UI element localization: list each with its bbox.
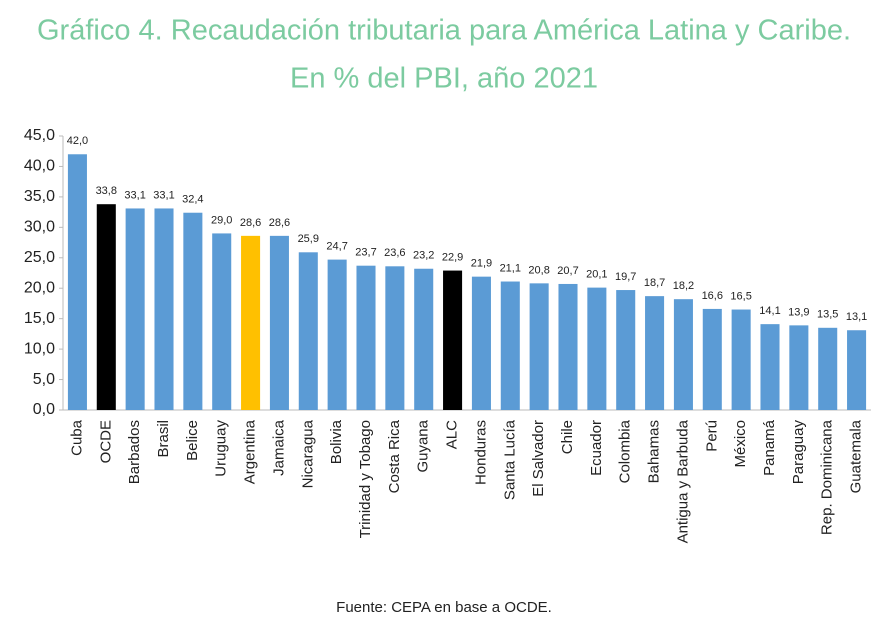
value-label: 22,9 <box>442 251 463 263</box>
value-label: 33,1 <box>153 189 174 201</box>
x-tick-label: Argentina <box>242 419 259 484</box>
x-tick-label: Honduras <box>472 420 489 485</box>
bar <box>558 283 578 410</box>
bar <box>529 283 549 410</box>
x-tick-label: Chile <box>559 420 576 454</box>
x-tick-label: Nicaragua <box>299 419 316 488</box>
x-tick-label: Santa Lucía <box>501 419 518 500</box>
bar <box>731 309 751 410</box>
bar <box>212 233 232 410</box>
x-tick-label: Uruguay <box>213 420 230 477</box>
value-label: 29,0 <box>211 214 232 226</box>
bar <box>500 281 520 410</box>
x-tick-label: Antigua y Barbuda <box>674 419 691 543</box>
value-label: 28,6 <box>240 217 261 229</box>
value-label: 16,5 <box>730 290 751 302</box>
bar <box>471 276 491 410</box>
bar <box>327 259 347 410</box>
x-tick-label: Colombia <box>617 419 634 483</box>
bar <box>587 287 607 410</box>
value-label: 32,4 <box>182 194 203 206</box>
x-tick-label: OCDE <box>97 420 114 463</box>
x-tick-label: Rep. Dominicana <box>819 419 836 535</box>
value-label: 42,0 <box>67 135 88 147</box>
x-tick-label: Bolivia <box>328 419 345 464</box>
value-label: 24,7 <box>326 241 347 253</box>
value-label: 19,7 <box>615 271 636 283</box>
y-tick-label: 30,0 <box>24 219 55 236</box>
x-tick-label: Perú <box>703 420 720 452</box>
value-label: 16,6 <box>702 290 723 302</box>
y-tick-label: 40,0 <box>24 158 55 175</box>
value-label: 23,7 <box>355 247 376 259</box>
value-label: 21,1 <box>500 262 521 274</box>
bar <box>789 325 809 410</box>
bar <box>385 266 405 410</box>
value-label: 21,9 <box>471 258 492 270</box>
chart-title: Gráfico 4. Recaudación tributaria para A… <box>37 15 851 47</box>
value-label: 13,5 <box>817 309 838 321</box>
value-label: 18,2 <box>673 280 694 292</box>
bar <box>125 208 145 410</box>
x-tick-label: Guyana <box>415 419 432 472</box>
value-label: 13,9 <box>788 306 809 318</box>
x-tick-label: Bahamas <box>646 420 663 483</box>
bar <box>818 327 838 410</box>
y-tick-label: 10,0 <box>24 340 55 357</box>
bar <box>645 296 665 410</box>
value-label: 13,1 <box>846 311 867 323</box>
x-tick-label: Costa Rica <box>386 419 403 493</box>
x-tick-label: Belice <box>184 420 201 461</box>
bar <box>760 324 780 410</box>
value-label: 28,6 <box>269 217 290 229</box>
y-tick-label: 0,0 <box>33 401 55 418</box>
x-tick-label: Jamaica <box>270 419 287 476</box>
x-tick-label: Ecuador <box>588 420 605 476</box>
x-tick-label: Guatemala <box>848 419 865 493</box>
bar <box>96 204 116 410</box>
value-label: 23,2 <box>413 250 434 262</box>
x-tick-label: Barbados <box>126 420 143 484</box>
bar <box>702 308 722 410</box>
x-tick-label: ALC <box>444 420 461 449</box>
chart-subtitle: En % del PBI, año 2021 <box>290 63 598 95</box>
value-label: 14,1 <box>759 305 780 317</box>
bar <box>298 252 318 410</box>
y-tick-label: 25,0 <box>24 249 55 266</box>
value-label: 25,9 <box>298 233 319 245</box>
bar <box>356 265 376 410</box>
value-label: 20,8 <box>528 264 549 276</box>
x-tick-label: México <box>732 420 749 468</box>
y-tick-label: 35,0 <box>24 188 55 205</box>
bar <box>673 299 693 410</box>
value-label: 20,1 <box>586 269 607 281</box>
x-tick-label: Brasil <box>155 420 172 458</box>
value-label: 33,8 <box>96 185 117 197</box>
bar <box>616 290 636 410</box>
x-tick-label: Trinidad y Tobago <box>357 420 374 538</box>
source-note: Fuente: CEPA en base a OCDE. <box>336 599 552 616</box>
x-tick-label: Panamá <box>761 419 778 476</box>
bar <box>443 270 463 410</box>
bar <box>154 208 174 410</box>
bar <box>67 154 87 410</box>
bar <box>414 268 434 410</box>
bar <box>847 330 867 410</box>
y-tick-label: 20,0 <box>24 279 55 296</box>
y-tick-label: 45,0 <box>24 127 55 144</box>
y-tick-label: 15,0 <box>24 310 55 327</box>
y-tick-label: 5,0 <box>33 371 55 388</box>
value-label: 23,6 <box>384 247 405 259</box>
bar <box>241 235 261 410</box>
value-label: 33,1 <box>124 189 145 201</box>
bar <box>269 235 289 410</box>
x-tick-label: Paraguay <box>790 420 807 485</box>
x-tick-label: El Salvador <box>530 420 547 497</box>
bar <box>183 212 203 410</box>
x-tick-label: Cuba <box>68 419 85 456</box>
value-label: 20,7 <box>557 265 578 277</box>
value-label: 18,7 <box>644 277 665 289</box>
